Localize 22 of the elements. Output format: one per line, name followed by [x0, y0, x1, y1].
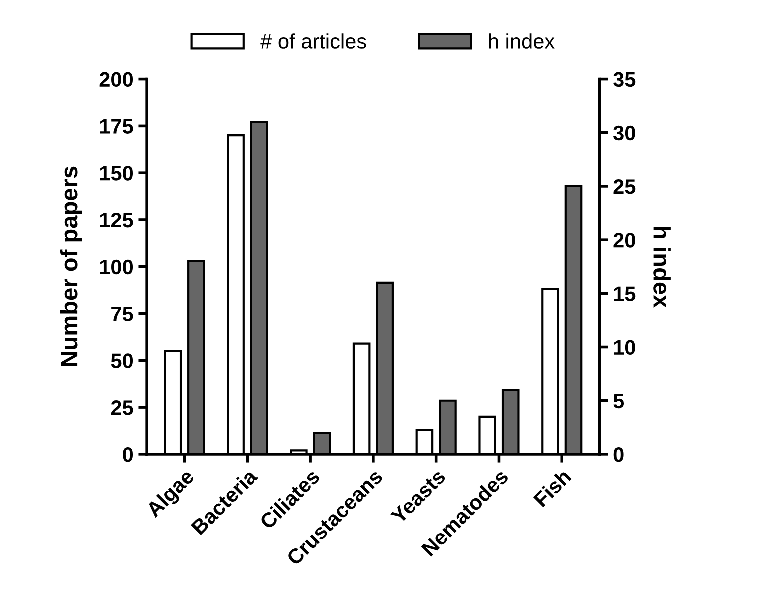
y-tick-label: 125 — [100, 212, 134, 228]
y2-tick-label: 35 — [614, 72, 636, 88]
y-tick-label: 0 — [123, 447, 134, 462]
y-tick-label: 200 — [100, 72, 134, 88]
y-tick-label: 75 — [112, 306, 134, 322]
y2-tick-label: 5 — [614, 394, 624, 409]
y2-tick-label: 15 — [614, 286, 636, 302]
legend-label: h index — [489, 34, 555, 49]
y2-tick-label: 10 — [614, 340, 636, 356]
y2-tick-label: 25 — [614, 179, 636, 194]
y-tick-label: 100 — [100, 260, 134, 275]
y2-tick-label: 20 — [614, 233, 636, 248]
y-tick-label: 50 — [111, 354, 134, 368]
y-tick-label: 175 — [100, 119, 134, 134]
y2-tick-label: 30 — [614, 126, 636, 141]
y2-axis-title: h index — [654, 227, 671, 308]
x-tick-label: Fish — [532, 468, 572, 508]
y2-tick-label: 0 — [614, 447, 624, 462]
y-tick-label: 25 — [111, 400, 134, 416]
y-axis-title: Number of papers — [60, 166, 82, 366]
legend-label: # of articles — [260, 34, 366, 49]
y-tick-label: 150 — [100, 166, 134, 181]
